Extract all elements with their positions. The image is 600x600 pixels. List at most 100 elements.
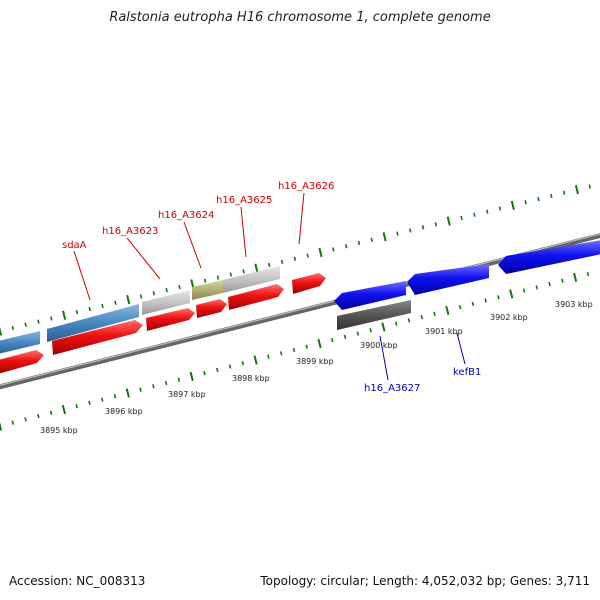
minor-tick	[550, 193, 553, 199]
minor-tick	[485, 209, 489, 214]
minor-tick	[369, 328, 372, 333]
reverse-cds[interactable]	[334, 281, 406, 310]
major-tick	[253, 355, 258, 365]
scale-label: 3903 kbp	[555, 300, 593, 309]
minor-tick	[229, 272, 233, 277]
scale-label: 3900 kbp	[360, 341, 398, 350]
forward-cds[interactable]	[52, 320, 143, 355]
minor-tick	[522, 288, 526, 293]
feature-row-reverse	[334, 240, 600, 310]
minor-tick	[88, 306, 91, 312]
minor-tick	[498, 206, 502, 211]
minor-tick	[433, 311, 436, 316]
scale-label: 3896 kbp	[105, 407, 143, 416]
minor-tick	[343, 334, 347, 339]
gene-label-h16-a3626[interactable]: h16_A3626	[278, 181, 334, 192]
pseudo-gene[interactable]	[223, 266, 280, 293]
scale-label: 3899 kbp	[296, 357, 334, 366]
scale-label: 3895 kbp	[40, 426, 78, 435]
scale-label: 3897 kbp	[168, 390, 206, 399]
accession-text: Accession: NC_008313	[9, 574, 146, 588]
major-tick	[510, 200, 515, 210]
olive-feature[interactable]	[192, 280, 223, 300]
minor-tick	[305, 344, 309, 349]
minor-tick	[396, 231, 399, 236]
forward-cds[interactable]	[146, 308, 195, 331]
pseudo-gene[interactable]	[142, 290, 190, 315]
dark-feature[interactable]	[337, 300, 411, 330]
minor-tick	[24, 417, 27, 422]
major-tick	[318, 247, 323, 258]
minor-tick	[114, 300, 117, 305]
minor-tick	[139, 387, 142, 392]
minor-tick	[471, 301, 475, 306]
scale-labels: 3895 kbp 3896 kbp 3897 kbp 3898 kbp 3899…	[40, 300, 593, 435]
minor-tick	[344, 244, 348, 249]
leader-line	[240, 206, 247, 258]
lower-tick-track	[0, 271, 590, 431]
minor-tick	[537, 196, 540, 202]
minor-tick	[420, 314, 424, 320]
minor-tick	[460, 215, 463, 221]
major-tick	[0, 422, 3, 431]
minor-tick	[139, 294, 143, 299]
major-tick	[573, 272, 578, 283]
gene-label-h16-a3623[interactable]: h16_A3623	[102, 226, 158, 237]
leader-line	[379, 335, 389, 381]
minor-tick	[50, 316, 53, 321]
major-tick	[254, 263, 259, 273]
minor-tick	[37, 413, 40, 419]
major-tick	[446, 216, 451, 226]
rna-feature[interactable]	[47, 304, 139, 342]
rna-feature[interactable]	[0, 331, 40, 354]
forward-cds[interactable]	[196, 299, 227, 318]
upper-tick-track	[0, 184, 592, 336]
gene-label-sdaA[interactable]: sdaA	[62, 240, 87, 251]
minor-tick	[548, 281, 551, 287]
gene-label-h16-a3624[interactable]: h16_A3624	[158, 210, 214, 221]
major-tick	[381, 322, 386, 332]
major-tick	[509, 289, 514, 299]
minor-tick	[75, 310, 79, 315]
minor-tick	[165, 288, 168, 293]
minor-tick	[473, 212, 476, 217]
forward-cds[interactable]	[228, 284, 284, 310]
forward-cds[interactable]	[292, 273, 326, 294]
scale-label: 3898 kbp	[232, 374, 270, 383]
major-tick	[125, 388, 130, 398]
minor-tick	[241, 361, 245, 366]
minor-tick	[49, 410, 53, 415]
gene-label-h16-a3625[interactable]: h16_A3625	[216, 195, 272, 206]
leader-line	[456, 332, 466, 365]
forward-cds[interactable]	[0, 350, 44, 374]
feature-row-forward	[0, 273, 326, 374]
minor-tick	[178, 284, 181, 290]
minor-tick	[101, 303, 104, 309]
minor-tick	[215, 367, 219, 373]
minor-tick	[370, 237, 374, 243]
minor-tick	[152, 384, 155, 389]
minor-tick	[588, 184, 592, 189]
minor-tick	[100, 397, 104, 402]
minor-tick	[561, 278, 564, 283]
minor-tick	[203, 371, 206, 376]
minor-tick	[562, 190, 566, 195]
minor-tick	[356, 331, 360, 336]
leader-line	[126, 237, 161, 280]
major-tick	[317, 338, 322, 349]
minor-tick	[394, 321, 398, 326]
feature-row-inner	[337, 300, 411, 330]
gene-label-kefB1[interactable]: kefB1	[453, 367, 481, 378]
minor-tick	[535, 285, 539, 290]
minor-tick	[177, 377, 181, 382]
gene-label-h16-a3627[interactable]: h16_A3627	[364, 383, 420, 394]
leader-line	[183, 221, 202, 269]
map-title: Ralstonia eutropha H16 chromosome 1, com…	[109, 10, 491, 25]
minor-tick	[216, 275, 220, 280]
minor-tick	[267, 262, 271, 268]
minor-tick	[113, 394, 117, 399]
reverse-cds[interactable]	[407, 264, 489, 295]
minor-tick	[280, 259, 284, 265]
reverse-cds[interactable]	[498, 240, 600, 274]
